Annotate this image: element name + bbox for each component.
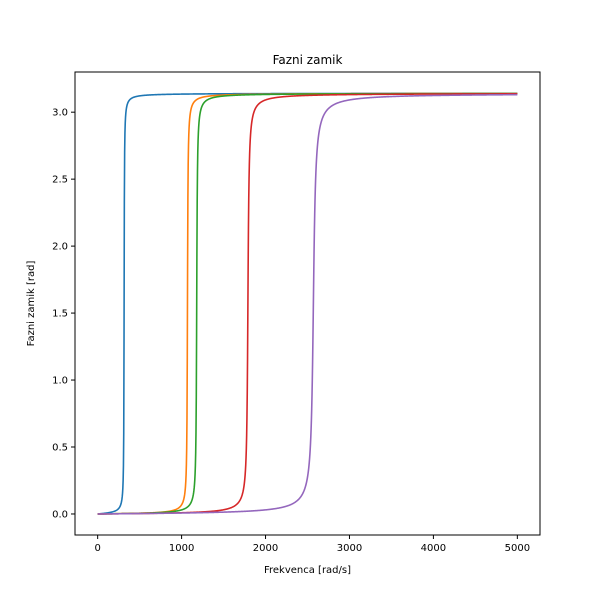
y-tick-label: 2.5 <box>52 175 68 186</box>
chart-title: Fazni zamik <box>273 53 343 67</box>
y-tick-label: 2.0 <box>52 242 68 253</box>
x-tick-label: 4000 <box>421 543 446 554</box>
series-line-5 <box>97 93 518 515</box>
series-line-2 <box>97 92 518 515</box>
series-line-1 <box>97 92 518 515</box>
y-axis-label: Fazni zamik [rad] <box>26 261 37 347</box>
series-layer <box>97 92 518 515</box>
series-line-3 <box>97 92 518 515</box>
y-tick-label: 1.5 <box>52 309 68 320</box>
x-tick-label: 3000 <box>337 543 362 554</box>
y-tick-label: 0.5 <box>52 443 68 454</box>
y-tick-label: 0.0 <box>52 509 68 520</box>
x-tick-label: 5000 <box>505 543 530 554</box>
series-line-4 <box>97 93 518 515</box>
y-axis: 0.0 0.5 1.0 1.5 2.0 2.5 3.0 <box>52 108 75 520</box>
x-tick-label: 0 <box>94 543 100 554</box>
y-tick-label: 1.0 <box>52 376 68 387</box>
y-tick-label: 3.0 <box>52 108 68 119</box>
x-tick-label: 2000 <box>253 543 278 554</box>
x-tick-label: 1000 <box>169 543 194 554</box>
x-axis: 0 1000 2000 3000 4000 5000 <box>94 535 530 554</box>
x-axis-label: Frekvenca [rad/s] <box>264 565 351 576</box>
plot-frame <box>74 71 541 536</box>
